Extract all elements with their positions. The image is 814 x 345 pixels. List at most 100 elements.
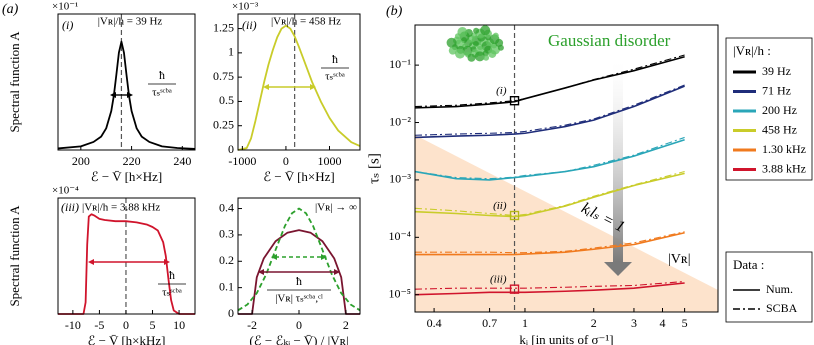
- y-exponent: ×10⁻⁴: [52, 185, 79, 197]
- x-tick-label: 0.7: [482, 316, 497, 330]
- gray-arrow-head: [604, 262, 632, 276]
- highlight-marker: [509, 284, 520, 294]
- panel-label: (b): [386, 4, 403, 19]
- scba-curve: [414, 170, 685, 217]
- disorder-speckle: [455, 48, 466, 59]
- y-exponent: ×10⁻¹: [52, 1, 78, 13]
- y-tick-label: 0.3: [219, 227, 234, 241]
- x-tick-label: 2: [591, 316, 597, 330]
- y-axis-label: Spectral function A: [7, 205, 22, 307]
- disorder-speckle: [457, 27, 468, 38]
- legend-title: |Vʀ|/h :: [733, 43, 771, 58]
- arrow-head: [110, 92, 116, 98]
- y-exponent: ×10⁻³: [232, 1, 259, 13]
- x-axis-label: (ℰ − ℰₖᵢ − V̄) / |Vʀ|: [249, 333, 348, 345]
- y-tick-label: 0.2: [219, 253, 234, 267]
- x-tick-label: 240: [173, 154, 191, 168]
- y-axis-label: τₛ [s]: [366, 153, 382, 184]
- gray-arrow-shaft: [613, 62, 623, 262]
- legend-label: 458 Hz: [762, 122, 797, 136]
- panel-tag: (ii): [242, 18, 257, 32]
- legend-label: 3.88 kHz: [762, 161, 806, 175]
- x-tick-label: 1: [522, 316, 528, 330]
- arrow-head: [271, 254, 277, 260]
- panel-note: |Vʀ|/h = 3.88 kHz: [82, 202, 160, 214]
- plot-frame: [57, 197, 196, 315]
- disorder-icon: [446, 25, 504, 62]
- curve: [414, 55, 685, 109]
- x-tick-label: -10: [65, 318, 81, 332]
- y-tick-label: 1.25: [213, 20, 234, 34]
- scba-curve: [415, 231, 685, 254]
- x-tick-label: -2: [247, 318, 257, 332]
- disorder-speckle: [467, 53, 476, 62]
- x-tick-label: 0: [296, 318, 302, 332]
- panel-note: |Vʀ| → ∞: [315, 202, 357, 214]
- disorder-speckle: [488, 49, 497, 58]
- arrow-label: |Vʀ|: [668, 252, 691, 267]
- curve: [414, 85, 685, 139]
- curve: [237, 207, 361, 312]
- width-label-denominator: τₛˢᶜᵇᵃ: [152, 87, 172, 99]
- y-tick-label: 0: [228, 142, 234, 156]
- x-axis-label: kᵢ [in units of σ⁻¹]: [519, 332, 613, 345]
- curve: [238, 229, 360, 315]
- x-tick-label: 2: [343, 318, 349, 332]
- scba-curve: [414, 54, 685, 108]
- disorder-speckle: [446, 37, 457, 48]
- x-tick-label: 5: [682, 316, 688, 330]
- x-axis-label: ℰ − V̄ [h×Hz]: [263, 169, 335, 184]
- scba-curve: [414, 280, 685, 290]
- style-label: SCBA: [766, 301, 798, 315]
- y-tick-label: 10⁻¹: [389, 57, 411, 71]
- panel-note: |Vʀ|/h = 39 Hz: [98, 16, 163, 28]
- y-tick-label: 0: [228, 306, 234, 320]
- plot-frame: [414, 24, 719, 313]
- y-tick-label: 10⁻²: [389, 114, 411, 128]
- highlight-marker: [509, 95, 520, 106]
- arrow-head: [321, 254, 327, 260]
- x-tick-label: 200: [72, 154, 90, 168]
- width-label-denominator: τₛˢᶜᵇᵃ: [325, 71, 345, 83]
- marker-label: (ii): [493, 200, 507, 212]
- curve: [58, 213, 195, 315]
- arrow-head: [88, 259, 94, 265]
- width-label-numerator: ħ: [159, 68, 165, 82]
- panel-tag: (i): [62, 18, 73, 32]
- x-tick-label: 4: [659, 316, 665, 330]
- width-label-denominator: |Vʀ| τₛˢᶜᵇᵃ,ᶜˡ: [275, 293, 323, 305]
- arrow-head: [258, 269, 264, 275]
- x-tick-label: 1000: [318, 154, 342, 168]
- y-tick-label: 0.1: [219, 279, 234, 293]
- plot-frame: [57, 13, 196, 151]
- width-label-numerator: ħ: [296, 274, 302, 288]
- legend-label: 200 Hz: [762, 103, 797, 117]
- x-tick-label: 5: [150, 318, 156, 332]
- width-label-numerator: ħ: [332, 52, 338, 66]
- curve: [414, 172, 685, 218]
- x-axis-label: ℰ − V̄ [h×Hz]: [91, 169, 163, 184]
- arrow-head: [263, 84, 269, 90]
- style-legend-title: Data :: [733, 257, 764, 272]
- y-tick-label: 0.5: [219, 93, 234, 107]
- y-axis-label: Spectral function A: [7, 31, 22, 133]
- scba-curve: [414, 136, 685, 180]
- arrow-head: [310, 84, 316, 90]
- disorder-speckle: [448, 46, 457, 55]
- legend: |Vʀ|/h : 39 Hz 71 Hz 200 Hz 458 Hz 1.30 kHz 3.…: [725, 37, 813, 181]
- disorder-speckle: [483, 54, 490, 61]
- title-note: Gaussian disorder: [548, 31, 671, 50]
- x-tick-label: 3: [631, 316, 637, 330]
- x-axis-label: ℰ − V̄ [h×kHz]: [87, 333, 165, 345]
- x-tick-label: 0: [283, 154, 289, 168]
- disorder-speckle: [473, 27, 480, 34]
- disorder-speckle: [497, 44, 504, 51]
- style-legend: Data :Num. SCBA: [725, 251, 813, 323]
- curve: [414, 139, 685, 181]
- y-tick-label: 10⁻⁴: [388, 229, 411, 243]
- curve: [57, 40, 196, 150]
- legend-label: 71 Hz: [762, 83, 791, 97]
- legend-label: 1.30 kHz: [762, 142, 806, 156]
- curve: [237, 24, 361, 151]
